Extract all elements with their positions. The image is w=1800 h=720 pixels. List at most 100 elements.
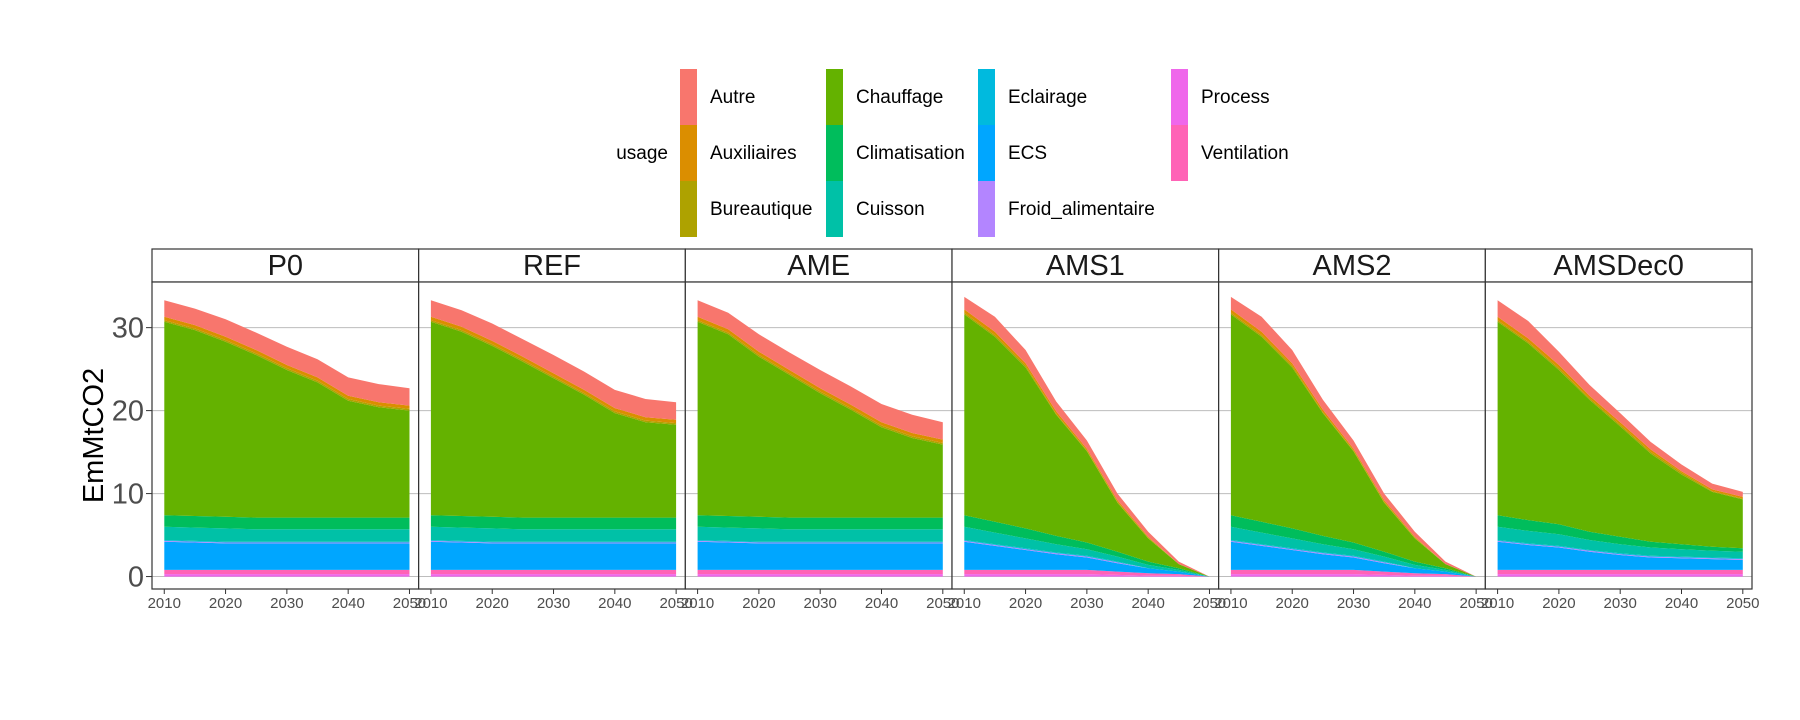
legend-key-cuisson	[826, 181, 843, 237]
area-p0-froid-alimentaire	[164, 540, 410, 544]
area-ref-climatisation	[430, 515, 677, 530]
x-tick-label-amsdec0-2020: 2020	[1542, 595, 1575, 612]
area-ref-cuisson	[430, 526, 677, 542]
x-tick-label-ref-2050: 2050	[659, 595, 692, 612]
panel-amsdec0: AMSDec0 2010 2020 2030 2040 2050	[1481, 248, 1759, 612]
y-tick-label-10: 10	[112, 479, 144, 511]
y-tick-label-20: 20	[112, 396, 144, 428]
area-ams2-chauffage	[1230, 314, 1477, 577]
area-ame-climatisation	[697, 515, 943, 530]
area-ame-ecs	[697, 541, 943, 570]
x-tick-label-ams2-2050: 2050	[1459, 595, 1492, 612]
legend-key-bureautique	[680, 181, 697, 237]
x-tick-label-ame-2030: 2030	[804, 595, 837, 612]
area-ams2-ventilation	[1230, 569, 1477, 577]
strip-label-ref: REF	[523, 250, 581, 282]
legend-key-eclairage	[978, 69, 995, 125]
y-axis-title: EmMtCO2	[78, 368, 110, 503]
strip-label-ams1: AMS1	[1046, 250, 1125, 282]
area-ams1-autre	[964, 296, 1210, 577]
area-amsdec0-autre	[1497, 300, 1743, 497]
area-ams2-autre	[1230, 296, 1477, 577]
area-ref-chauffage	[430, 321, 677, 518]
area-ams2-climatisation	[1230, 515, 1477, 577]
area-amsdec0-bureautique	[1497, 320, 1743, 500]
x-tick-label-amsdec0-2050: 2050	[1726, 595, 1759, 612]
area-ame-autre	[697, 300, 943, 440]
strip-label-ame: AME	[787, 250, 850, 282]
area-ame-cuisson	[697, 526, 943, 542]
y-tick-label-30: 30	[112, 313, 144, 345]
legend-key-climatisation	[826, 125, 843, 181]
legend-label-process: Process	[1201, 87, 1270, 108]
x-tick-label-amsdec0-2010: 2010	[1481, 595, 1514, 612]
area-ame-chauffage	[697, 321, 943, 518]
legend-key-ecs	[978, 125, 995, 181]
legend-key-chauffage	[826, 69, 843, 125]
strip-ame	[684, 248, 953, 283]
area-ref-ventilation	[430, 569, 677, 575]
panel-ame: AME 2010 2020 2030 2040 2050	[681, 248, 959, 612]
x-tick-label-ame-2010: 2010	[681, 595, 714, 612]
area-ame-ventilation	[697, 569, 943, 575]
legend-label-ventilation: Ventilation	[1201, 143, 1289, 164]
y-tick-label-0: 0	[128, 562, 144, 594]
area-amsdec0-auxiliaires	[1497, 316, 1743, 499]
area-p0-ecs	[164, 541, 410, 570]
x-tick-label-ame-2020: 2020	[742, 595, 775, 612]
panel-ams2: AMS2 2010 2020 2030 2040 2050	[1214, 248, 1493, 612]
x-tick-label-ams1-2040: 2040	[1131, 595, 1164, 612]
area-ref-auxiliaires	[430, 316, 677, 424]
area-ams1-process	[964, 574, 1210, 577]
area-ref-process	[430, 574, 677, 577]
panel-ams1: AMS1 2010 2020 2030 2040 2050	[948, 248, 1226, 612]
area-p0-process	[164, 574, 410, 577]
area-p0-auxiliaires	[164, 316, 410, 409]
legend-key-autre	[680, 69, 697, 125]
area-ref-froid-alimentaire	[430, 540, 677, 544]
area-ref-eclairage	[430, 540, 677, 543]
legend-label-chauffage: Chauffage	[856, 87, 943, 108]
x-tick-label-ams1-2020: 2020	[1009, 595, 1042, 612]
area-ref-autre	[430, 300, 677, 420]
legend-key-ventilation	[1171, 125, 1188, 181]
legend-label-ecs: ECS	[1008, 143, 1047, 164]
strip-label-amsdec0: AMSDec0	[1553, 250, 1684, 282]
legend: usage Autre Auxiliaires Bureautique Chauffag…	[616, 69, 1289, 237]
area-amsdec0-process	[1497, 574, 1743, 577]
legend-key-process	[1171, 69, 1188, 125]
area-amsdec0-climatisation	[1497, 515, 1743, 552]
legend-key-auxiliaires	[680, 125, 697, 181]
area-p0-ventilation	[164, 569, 410, 575]
x-tick-label-p0-2020: 2020	[209, 595, 242, 612]
area-ams2-ecs	[1230, 541, 1477, 577]
x-tick-label-p0-2040: 2040	[331, 595, 364, 612]
area-ame-eclairage	[697, 540, 943, 543]
x-tick-label-ams2-2040: 2040	[1398, 595, 1431, 612]
x-tick-label-ams1-2050: 2050	[1193, 595, 1226, 612]
x-tick-label-ref-2010: 2010	[414, 595, 447, 612]
area-p0-autre	[164, 300, 410, 406]
area-ame-process	[697, 574, 943, 577]
area-amsdec0-ecs	[1497, 541, 1743, 570]
area-p0-cuisson	[164, 526, 410, 542]
legend-label-eclairage: Eclairage	[1008, 87, 1087, 108]
strip-label-p0: P0	[268, 250, 303, 282]
x-tick-label-p0-2050: 2050	[393, 595, 426, 612]
area-amsdec0-chauffage	[1497, 321, 1743, 549]
legend-label-autre: Autre	[710, 87, 755, 108]
area-p0-eclairage	[164, 540, 410, 543]
area-ams1-froid-alimentaire	[964, 540, 1210, 577]
legend-label-auxiliaires: Auxiliaires	[710, 143, 797, 164]
area-ref-ecs	[430, 541, 677, 570]
legend-label-cuisson: Cuisson	[856, 199, 925, 220]
area-ams2-process	[1230, 574, 1477, 577]
area-ame-auxiliaires	[697, 316, 943, 443]
area-amsdec0-ventilation	[1497, 569, 1743, 575]
strip-ams2	[1218, 248, 1486, 283]
strip-ref	[418, 248, 686, 283]
x-tick-label-ref-2020: 2020	[476, 595, 509, 612]
